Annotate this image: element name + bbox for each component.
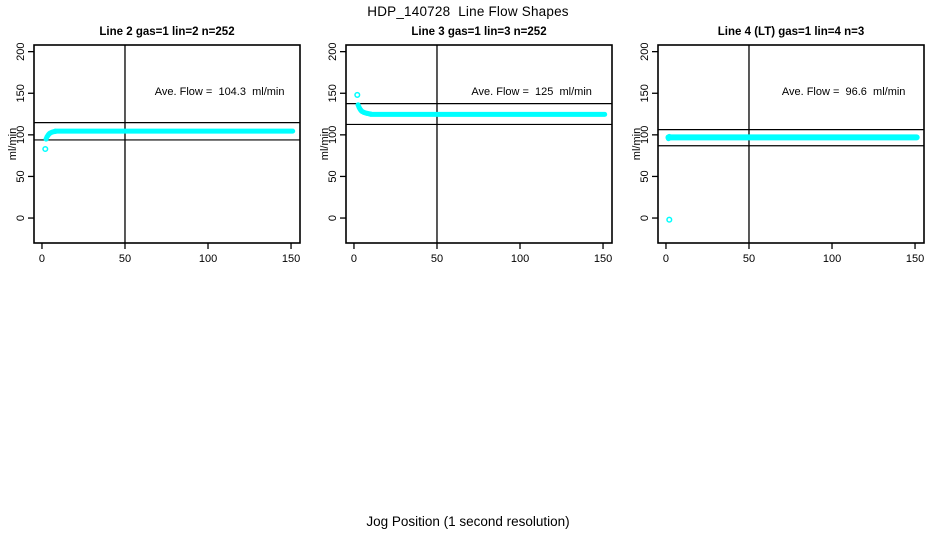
plot-area: 0 50 100 150 0 50 100 150 200 Ave. Flow = 104.3 m…	[15, 42, 301, 265]
x-tick-label: 50	[119, 253, 131, 265]
y-tick-label: 150	[327, 84, 339, 102]
x-tick-label: 150	[594, 253, 612, 265]
plot-box	[33, 44, 301, 244]
y-tick-label: 0	[327, 215, 339, 221]
x-tick-label: 50	[743, 253, 755, 265]
y-tick-label: 200	[15, 42, 27, 60]
y-tick-label: 100	[327, 126, 339, 144]
y-tick-label: 100	[639, 126, 651, 144]
x-tick-label: 0	[351, 253, 357, 265]
x-tick-label: 150	[282, 253, 300, 265]
panel-line2: Line 2 gas=1 lin=2 n=252 ml/min 0 50 100 15…	[0, 0, 312, 270]
outlier-point	[42, 145, 49, 153]
plot-box	[345, 44, 613, 244]
plot-area: 0 50 100 150 0 50 100 150 200 Ave. Flow = 96.6 ml…	[639, 42, 925, 265]
x-tick-label: 0	[39, 253, 45, 265]
figure-title: HDP_140728 Line Flow Shapes	[367, 4, 569, 19]
x-tick-label: 100	[511, 253, 529, 265]
y-tick-label: 50	[15, 170, 27, 182]
x-tick-label: 100	[199, 253, 217, 265]
outlier-point	[666, 216, 673, 223]
y-tick-label: 0	[15, 215, 27, 221]
data-point	[667, 135, 673, 141]
panel-line3: Line 3 gas=1 lin=3 n=252 ml/min 0 50 100 15…	[312, 0, 624, 270]
y-tick-label: 50	[327, 170, 339, 182]
plot-box	[657, 44, 925, 244]
x-tick-label: 100	[823, 253, 841, 265]
ave-flow-annotation: Ave. Flow = 125 ml/min	[471, 86, 592, 98]
panel-title: Line 3 gas=1 lin=3 n=252	[411, 26, 547, 38]
panel-line4: Line 4 (LT) gas=1 lin=4 n=3 ml/min 0 50 10…	[624, 0, 936, 270]
x-tick-label: 50	[431, 253, 443, 265]
outlier-point	[354, 91, 361, 98]
y-tick-label: 200	[327, 42, 339, 60]
panel-title: Line 2 gas=1 lin=2 n=252	[99, 26, 235, 38]
x-axis-label: Jog Position (1 second resolution)	[366, 514, 570, 529]
x-tick-label: 150	[906, 253, 924, 265]
panel-title: Line 4 (LT) gas=1 lin=4 n=3	[717, 26, 865, 38]
y-tick-label: 150	[15, 84, 27, 102]
y-tick-label: 50	[639, 170, 651, 182]
y-tick-label: 100	[15, 126, 27, 144]
y-tick-label: 200	[639, 42, 651, 60]
y-tick-label: 0	[639, 215, 651, 221]
plot-area: 0 50 100 150 0 50 100 150 200 Ave. Flow = 125 ml/…	[327, 42, 613, 265]
x-tick-label: 0	[663, 253, 669, 265]
ave-flow-annotation: Ave. Flow = 96.6 ml/min	[782, 86, 906, 98]
y-tick-label: 150	[639, 84, 651, 102]
ave-flow-annotation: Ave. Flow = 104.3 ml/min	[155, 86, 285, 98]
data-point	[52, 128, 58, 134]
data-point	[367, 111, 374, 117]
